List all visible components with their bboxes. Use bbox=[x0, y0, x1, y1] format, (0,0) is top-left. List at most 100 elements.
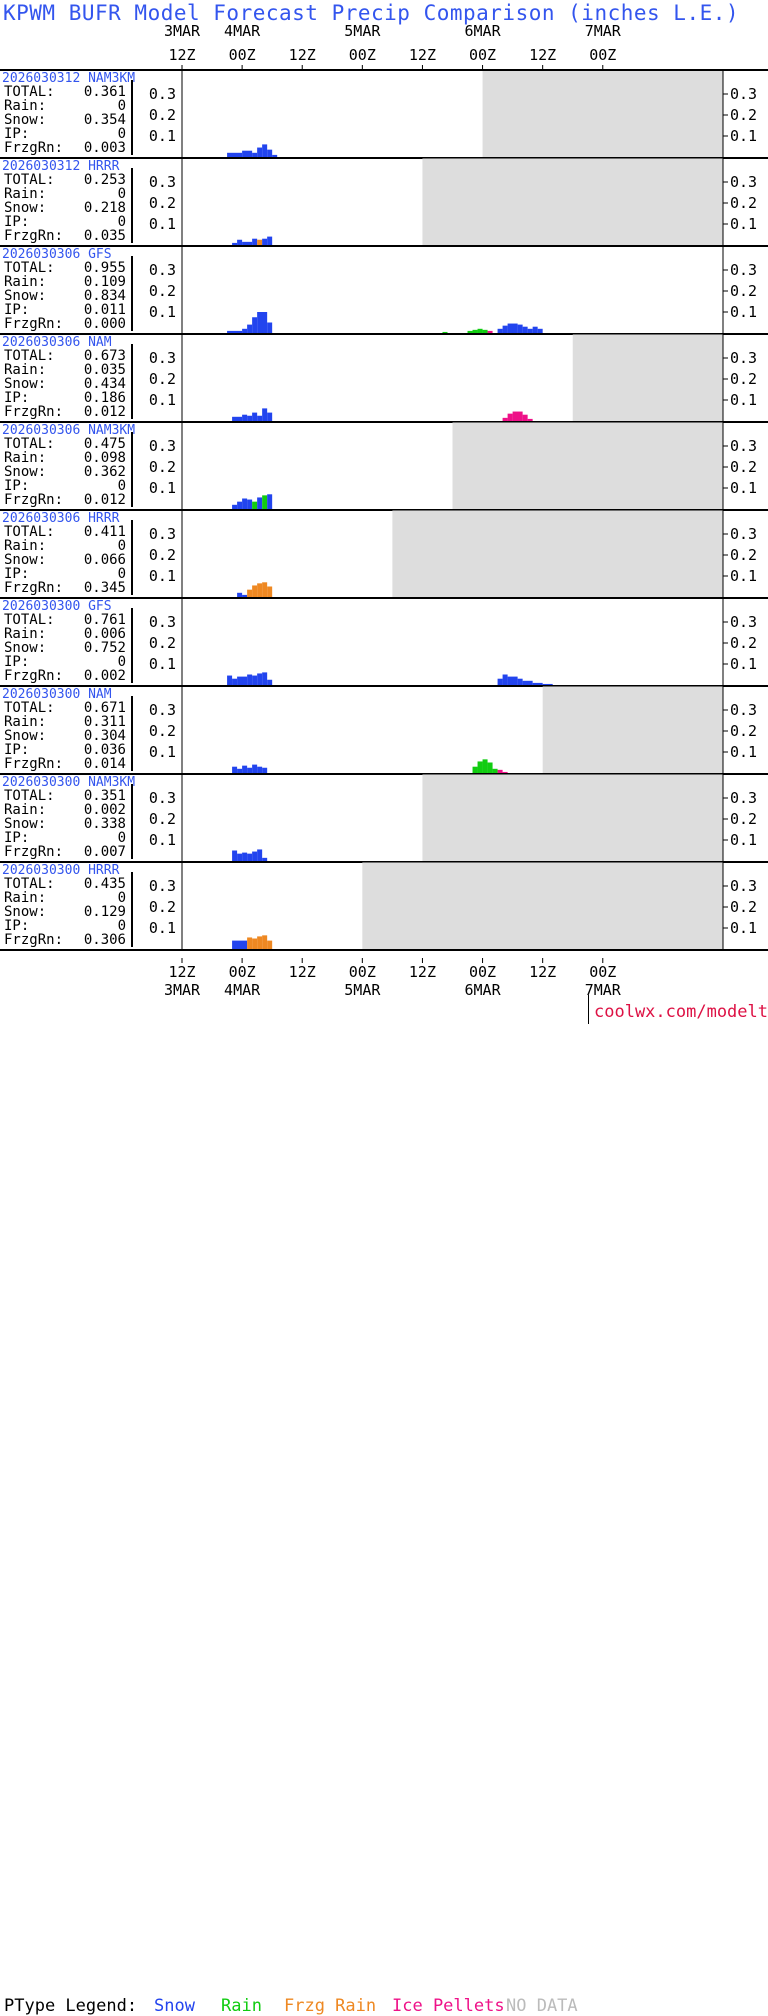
precip-bar-snow bbox=[252, 152, 258, 157]
stat-label: Rain: bbox=[4, 538, 46, 554]
precip-bar-snow bbox=[262, 767, 268, 773]
legend-item-no-data: NO DATA bbox=[506, 1996, 578, 2016]
precip-comparison-chart: 12Z 12Z 00Z 00Z 12Z 12Z 00Z 00Z 12Z 12Z 00Z 00Z 12Z 1… bbox=[0, 22, 768, 996]
y-tick-label-right: 0.2 bbox=[730, 458, 757, 476]
precip-bar-frzg-rain bbox=[257, 936, 263, 949]
stat-label: TOTAL: bbox=[4, 524, 55, 540]
precip-bar-snow bbox=[242, 414, 248, 421]
precip-bar-snow bbox=[262, 144, 268, 157]
precip-bar-snow bbox=[497, 678, 503, 685]
bottom-time-tick-label: 00Z bbox=[589, 963, 616, 981]
stat-label: FrzgRn: bbox=[4, 844, 63, 860]
bottom-date-tick-label: 5MAR bbox=[344, 981, 381, 996]
y-tick-label-left: 0.1 bbox=[149, 127, 176, 145]
stat-label: TOTAL: bbox=[4, 260, 55, 276]
run-label: 2026030306 HRRR bbox=[2, 511, 120, 526]
chart-title: KPWM BUFR Model Forecast Precip Comparis… bbox=[3, 1, 740, 25]
stat-value: 0 bbox=[118, 654, 126, 670]
precip-bar-rain bbox=[487, 762, 493, 773]
stat-label: Rain: bbox=[4, 626, 46, 642]
y-tick-label-right: 0.1 bbox=[730, 655, 757, 673]
precip-bar-snow bbox=[247, 853, 253, 861]
stat-label: FrzgRn: bbox=[4, 756, 63, 772]
model-panel bbox=[0, 509, 768, 599]
precip-bar-frzg-rain bbox=[257, 239, 263, 245]
y-tick-label-left: 0.3 bbox=[149, 85, 176, 103]
stat-value: 0.012 bbox=[84, 492, 126, 508]
y-tick-label-left: 0.1 bbox=[149, 743, 176, 761]
precip-bar-snow bbox=[272, 154, 278, 157]
stat-value: 0.361 bbox=[84, 84, 126, 100]
stat-label: Snow: bbox=[4, 200, 46, 216]
precip-bar-snow bbox=[227, 152, 243, 157]
credit-link[interactable]: coolwx.com/modelts bbox=[594, 1002, 768, 1022]
y-tick-label-right: 0.1 bbox=[730, 567, 757, 585]
precip-bar-frzg-rain bbox=[247, 937, 253, 949]
y-tick-label-right: 0.2 bbox=[730, 106, 757, 124]
stat-value: 0.435 bbox=[84, 876, 126, 892]
bottom-time-tick-label: 00Z bbox=[469, 963, 496, 981]
stat-value: 0 bbox=[118, 890, 126, 906]
precip-bar-snow bbox=[227, 330, 243, 333]
y-tick-label-right: 0.3 bbox=[730, 877, 757, 895]
stat-label: Rain: bbox=[4, 714, 46, 730]
precip-bar-snow bbox=[267, 494, 273, 509]
precip-bar-snow bbox=[262, 857, 268, 861]
bottom-date-tick-label: 7MAR bbox=[585, 981, 622, 996]
precip-bar-snow bbox=[257, 312, 268, 333]
precip-bar-snow bbox=[242, 498, 248, 509]
precip-bar-frzg-rain bbox=[262, 935, 268, 949]
bottom-time-tick-label: 00Z bbox=[349, 963, 376, 981]
stat-label: TOTAL: bbox=[4, 348, 55, 364]
y-tick-label-right: 0.2 bbox=[730, 634, 757, 652]
stat-value: 0.035 bbox=[84, 362, 126, 378]
stat-label: Snow: bbox=[4, 288, 46, 304]
precip-bar-snow bbox=[252, 317, 258, 333]
precip-bar-snow bbox=[532, 682, 543, 685]
stat-value: 0.129 bbox=[84, 904, 126, 920]
y-tick-label-left: 0.1 bbox=[149, 215, 176, 233]
precip-bar-snow bbox=[242, 150, 253, 157]
precip-bar-snow bbox=[232, 766, 238, 773]
y-tick-label-right: 0.1 bbox=[730, 391, 757, 409]
stat-label: FrzgRn: bbox=[4, 932, 63, 948]
stat-value: 0.304 bbox=[84, 728, 126, 744]
stat-label: Snow: bbox=[4, 904, 46, 920]
run-label: 2026030306 NAM3KM bbox=[2, 423, 135, 438]
stat-label: FrzgRn: bbox=[4, 316, 63, 332]
stat-label: FrzgRn: bbox=[4, 228, 63, 244]
stat-label: Snow: bbox=[4, 464, 46, 480]
run-label: 2026030300 NAM bbox=[2, 687, 112, 702]
stat-value: 0 bbox=[118, 830, 126, 846]
model-panel bbox=[0, 421, 768, 511]
precip-bar-snow bbox=[232, 850, 238, 861]
stat-value: 0.354 bbox=[84, 112, 126, 128]
y-tick-label-left: 0.2 bbox=[149, 106, 176, 124]
stat-label: Rain: bbox=[4, 802, 46, 818]
stat-label: Rain: bbox=[4, 890, 46, 906]
top-date-tick-label: 7MAR bbox=[585, 22, 622, 40]
stat-value: 0.338 bbox=[84, 816, 126, 832]
precip-bar-rain bbox=[477, 761, 483, 773]
precip-bar-snow bbox=[262, 238, 268, 245]
stat-value: 0 bbox=[118, 214, 126, 230]
y-tick-label-left: 0.2 bbox=[149, 282, 176, 300]
precip-bar-snow bbox=[262, 672, 268, 685]
precip-bar-snow bbox=[242, 241, 253, 245]
run-label: 2026030306 GFS bbox=[2, 247, 112, 262]
no-data-region bbox=[422, 774, 723, 862]
precip-bar-ice-pellets bbox=[502, 771, 508, 773]
precip-bar-snow bbox=[532, 326, 538, 333]
stat-value: 0.834 bbox=[84, 288, 126, 304]
precip-bar-ice-pellets bbox=[502, 417, 508, 421]
stat-value: 0.002 bbox=[84, 802, 126, 818]
stat-label: IP: bbox=[4, 566, 29, 582]
stat-label: Snow: bbox=[4, 816, 46, 832]
stat-label: Rain: bbox=[4, 98, 46, 114]
run-label: 2026030312 NAM3KM bbox=[2, 71, 135, 86]
stat-label: IP: bbox=[4, 654, 29, 670]
stat-label: TOTAL: bbox=[4, 700, 55, 716]
stat-label: Snow: bbox=[4, 552, 46, 568]
precip-bar-snow bbox=[242, 328, 248, 333]
y-tick-label-right: 0.2 bbox=[730, 194, 757, 212]
